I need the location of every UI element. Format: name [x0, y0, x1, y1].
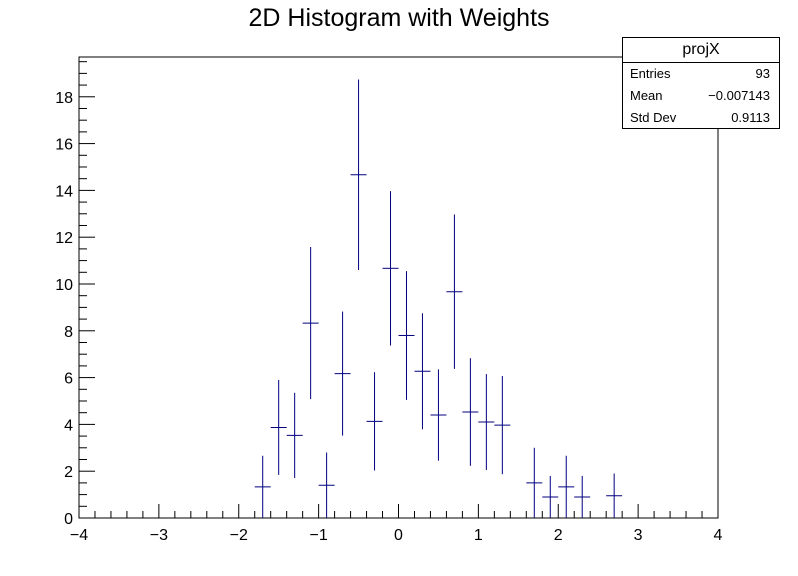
- stats-row-mean: Mean −0.007143: [623, 85, 779, 107]
- data-point: [270, 379, 287, 475]
- x-tick-label: 2: [554, 527, 563, 544]
- x-tick-label: 0: [394, 527, 403, 544]
- data-point: [606, 473, 623, 518]
- data-point: [542, 475, 559, 518]
- data-point: [382, 191, 399, 346]
- data-point: [446, 214, 463, 369]
- y-tick-label: 8: [64, 324, 73, 341]
- data-point: [254, 455, 271, 518]
- data-point: [366, 372, 383, 471]
- x-tick-label: −1: [310, 527, 328, 544]
- y-tick-label: 2: [64, 464, 73, 481]
- stats-label: Std Dev: [630, 110, 677, 125]
- x-tick-label: −2: [230, 527, 248, 544]
- chart-title: 2D Histogram with Weights: [248, 4, 550, 32]
- data-point: [558, 455, 575, 518]
- data-point: [526, 447, 543, 518]
- stats-box: projX Entries 93 Mean −0.007143 Std Dev …: [622, 37, 780, 129]
- data-point: [398, 271, 415, 400]
- x-tick-label: −3: [150, 527, 168, 544]
- y-tick-label: 4: [64, 417, 73, 434]
- data-point: [478, 374, 495, 471]
- data-point: [286, 392, 303, 478]
- y-tick-label: 6: [64, 371, 73, 388]
- y-tick-label: 12: [55, 230, 73, 247]
- y-tick-label: 18: [55, 90, 73, 107]
- stats-value: 93: [755, 66, 770, 81]
- stats-row-entries: Entries 93: [623, 63, 779, 85]
- data-point: [350, 79, 367, 270]
- stats-row-std-dev: Std Dev 0.9113: [623, 107, 779, 129]
- y-tick-label: 14: [55, 183, 73, 200]
- y-tick-label: 10: [55, 277, 73, 294]
- data-points: [254, 79, 623, 518]
- data-point: [302, 247, 319, 400]
- stats-value: −0.007143: [708, 88, 770, 103]
- stats-value: 0.9113: [731, 110, 770, 125]
- y-tick-label: 0: [64, 511, 73, 528]
- data-point: [430, 369, 447, 461]
- y-tick-label: 16: [55, 137, 73, 154]
- data-point: [574, 475, 591, 518]
- data-point: [334, 311, 351, 436]
- x-tick-label: 3: [634, 527, 643, 544]
- stats-title: projX: [623, 38, 779, 63]
- stats-label: Entries: [630, 66, 671, 81]
- stats-label: Mean: [630, 88, 663, 103]
- data-point: [462, 358, 479, 466]
- x-tick-label: 1: [474, 527, 483, 544]
- x-tick-label: −4: [70, 527, 88, 544]
- x-tick-label: 4: [714, 527, 723, 544]
- data-point: [494, 375, 511, 475]
- data-point: [414, 313, 431, 430]
- data-point: [318, 452, 335, 518]
